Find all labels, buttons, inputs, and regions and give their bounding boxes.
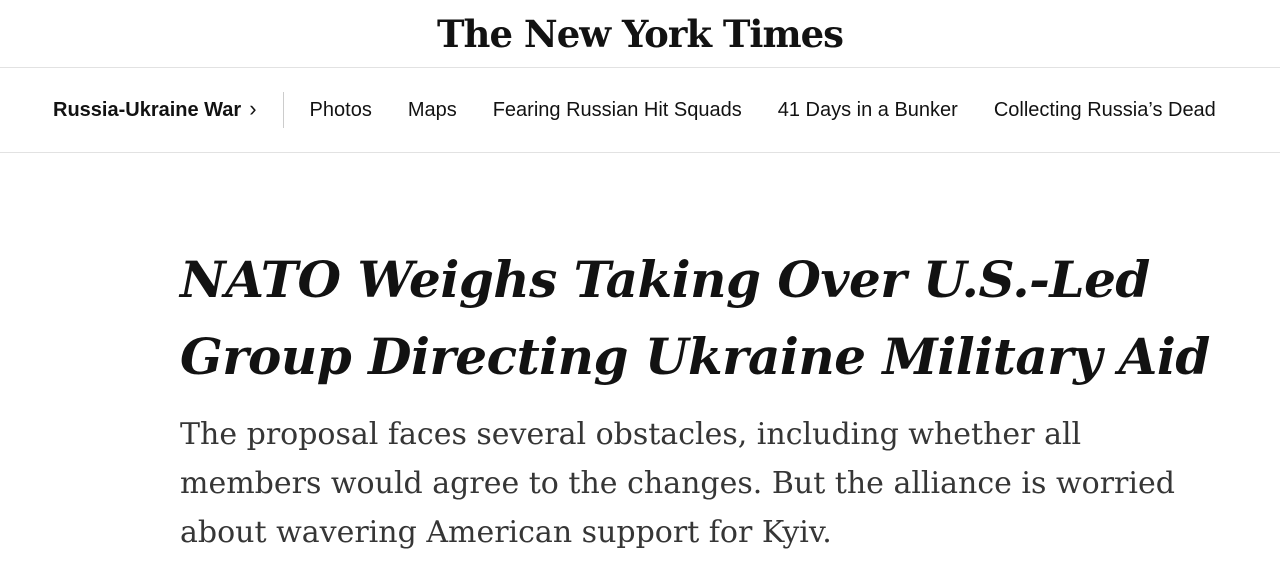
nav-item-maps[interactable]: Maps xyxy=(407,98,457,121)
nav-divider xyxy=(282,92,284,128)
headline-line-2: Group Directing Ukraine Military Aid xyxy=(180,327,1210,386)
nav-item-collecting-russias-dead[interactable]: Collecting Russia’s Dead xyxy=(993,98,1216,121)
nav-item-fearing-russian-hit-squads[interactable]: Fearing Russian Hit Squads xyxy=(492,98,742,121)
nav-item-photos[interactable]: Photos xyxy=(309,98,372,121)
article-header: NATO Weighs Taking Over U.S.-Led Group D… xyxy=(0,241,1280,557)
section-title-label: Russia-Ukraine War xyxy=(53,98,242,121)
nav-item-41-days-in-a-bunker[interactable]: 41 Days in a Bunker xyxy=(777,98,958,121)
section-title-link[interactable]: Russia-Ukraine War › xyxy=(53,96,257,123)
summary-line-1: The proposal faces several obstacles, in… xyxy=(180,417,1082,452)
headline-line-1: NATO Weighs Taking Over U.S.-Led xyxy=(180,250,1150,309)
section-nav: Russia-Ukraine War › Photos Maps Fearing… xyxy=(0,68,1280,153)
masthead: The New York Times xyxy=(0,0,1280,68)
nav-links: Photos Maps Fearing Russian Hit Squads 4… xyxy=(310,99,1216,122)
summary-line-2: members would agree to the changes. But … xyxy=(180,466,1175,501)
chevron-right-icon: › xyxy=(249,96,257,121)
nyt-logo[interactable]: The New York Times xyxy=(437,11,844,56)
article-headline: NATO Weighs Taking Over U.S.-Led Group D… xyxy=(180,241,1240,395)
article-summary: The proposal faces several obstacles, in… xyxy=(180,410,1240,557)
summary-line-3: about wavering American support for Kyiv… xyxy=(180,515,832,550)
